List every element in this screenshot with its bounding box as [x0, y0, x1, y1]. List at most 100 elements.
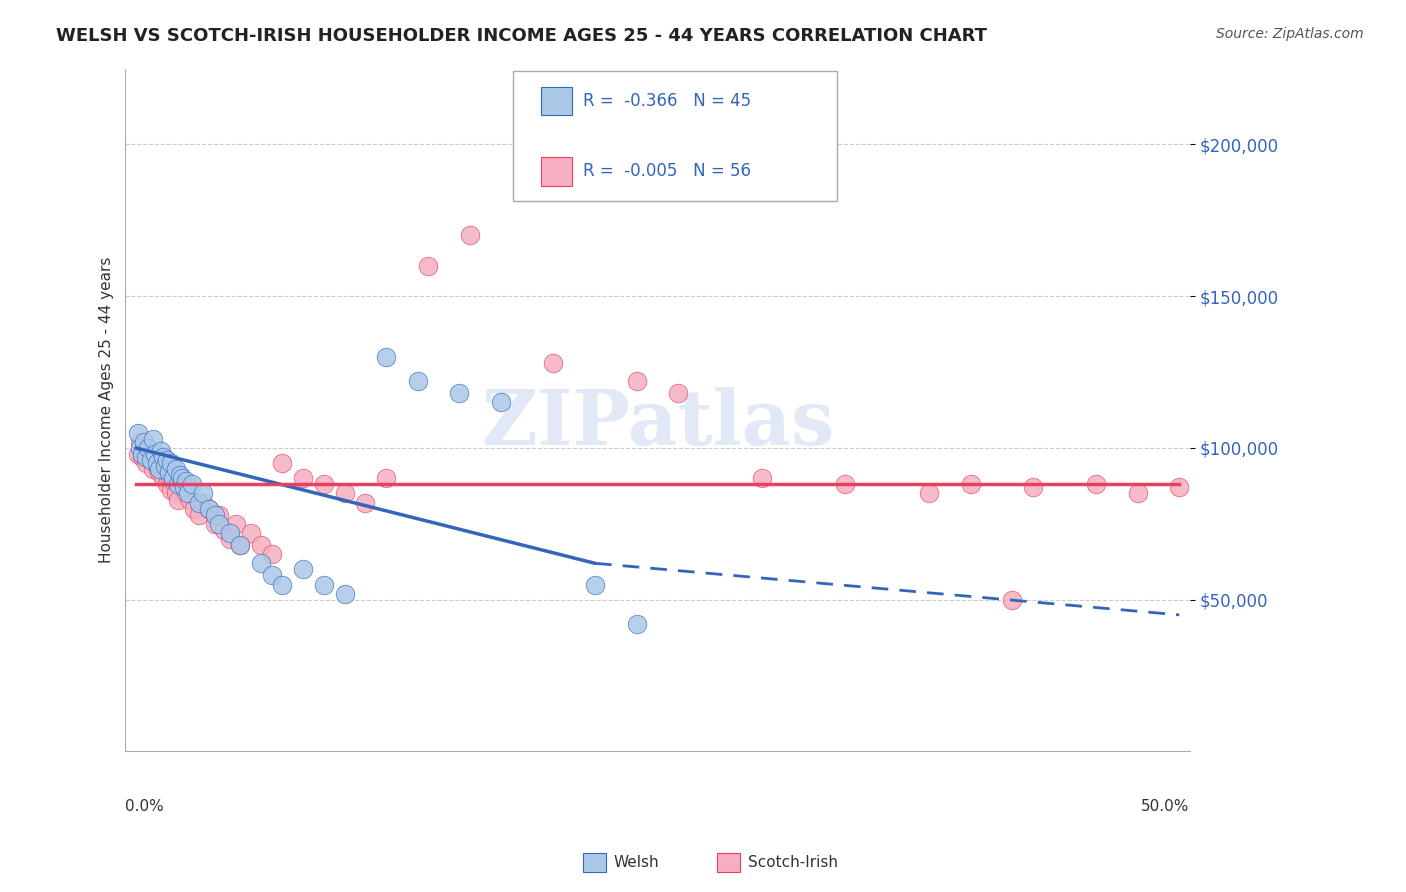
Point [162, 475, 184, 489]
Point [204, 516, 226, 531]
Point [458, 228, 481, 243]
Point [239, 525, 262, 540]
Point [181, 477, 204, 491]
Point [218, 532, 240, 546]
Point [489, 395, 512, 409]
Point [250, 556, 273, 570]
Point [187, 495, 209, 509]
Point [153, 459, 176, 474]
Point [166, 477, 188, 491]
Text: 0.0%: 0.0% [125, 799, 165, 814]
Point [129, 434, 152, 449]
Point [146, 459, 169, 474]
Point [138, 444, 160, 458]
Point [191, 486, 214, 500]
Point [229, 538, 252, 552]
Point [143, 450, 166, 464]
Point [129, 441, 152, 455]
Point [208, 516, 231, 531]
Point [183, 501, 205, 516]
Point [1001, 592, 1024, 607]
Point [375, 350, 398, 364]
Text: R =  -0.366   N = 45: R = -0.366 N = 45 [583, 92, 752, 110]
Point [143, 447, 166, 461]
Point [229, 538, 252, 552]
Point [173, 480, 195, 494]
Point [218, 525, 240, 540]
Point [212, 523, 235, 537]
Point [131, 447, 153, 461]
Point [1022, 480, 1045, 494]
Point [131, 450, 153, 464]
Point [333, 486, 356, 500]
Point [918, 486, 941, 500]
Point [165, 486, 187, 500]
Text: R =  -0.005   N = 56: R = -0.005 N = 56 [583, 162, 751, 180]
Point [179, 492, 201, 507]
Point [134, 441, 156, 455]
Point [626, 617, 648, 632]
Point [170, 471, 193, 485]
Point [260, 547, 283, 561]
Point [260, 568, 283, 582]
Point [291, 471, 314, 485]
Point [138, 441, 160, 455]
Point [834, 477, 856, 491]
Point [146, 456, 169, 470]
Point [204, 508, 226, 522]
Point [165, 462, 187, 476]
Point [416, 259, 439, 273]
Point [135, 456, 157, 470]
Point [174, 486, 197, 500]
Point [177, 486, 200, 500]
Point [149, 444, 172, 458]
Point [1126, 486, 1149, 500]
Point [127, 447, 149, 461]
Point [127, 425, 149, 440]
Point [312, 577, 335, 591]
Point [191, 495, 214, 509]
Point [406, 374, 429, 388]
Point [156, 453, 179, 467]
Point [153, 462, 176, 476]
Point [170, 477, 193, 491]
Point [139, 453, 162, 467]
Point [198, 501, 221, 516]
Point [1168, 480, 1191, 494]
Point [139, 453, 162, 467]
Text: ZIPatlas: ZIPatlas [481, 386, 834, 460]
Point [157, 468, 180, 483]
Text: Scotch-Irish: Scotch-Irish [748, 855, 838, 870]
Point [148, 465, 170, 479]
Point [135, 450, 157, 464]
Text: Source: ZipAtlas.com: Source: ZipAtlas.com [1216, 27, 1364, 41]
Point [583, 577, 606, 591]
Point [668, 386, 690, 401]
Point [271, 577, 294, 591]
Point [166, 492, 188, 507]
Point [134, 434, 156, 449]
Point [169, 468, 191, 483]
Point [174, 475, 197, 489]
Text: WELSH VS SCOTCH-IRISH HOUSEHOLDER INCOME AGES 25 - 44 YEARS CORRELATION CHART: WELSH VS SCOTCH-IRISH HOUSEHOLDER INCOME… [56, 27, 987, 45]
Point [148, 462, 170, 476]
Point [187, 508, 209, 522]
Point [149, 456, 172, 470]
Point [160, 483, 183, 498]
Point [160, 456, 183, 470]
Point [152, 450, 174, 464]
Text: 50.0%: 50.0% [1142, 799, 1189, 814]
Point [152, 471, 174, 485]
Y-axis label: Householder Income Ages 25 - 44 years: Householder Income Ages 25 - 44 years [100, 257, 114, 563]
Point [312, 477, 335, 491]
Point [291, 562, 314, 576]
Point [156, 477, 179, 491]
Point [157, 465, 180, 479]
Point [751, 471, 773, 485]
Point [449, 386, 471, 401]
Text: Welsh: Welsh [613, 855, 658, 870]
Point [354, 495, 377, 509]
Point [271, 456, 294, 470]
Point [959, 477, 981, 491]
Point [208, 508, 231, 522]
